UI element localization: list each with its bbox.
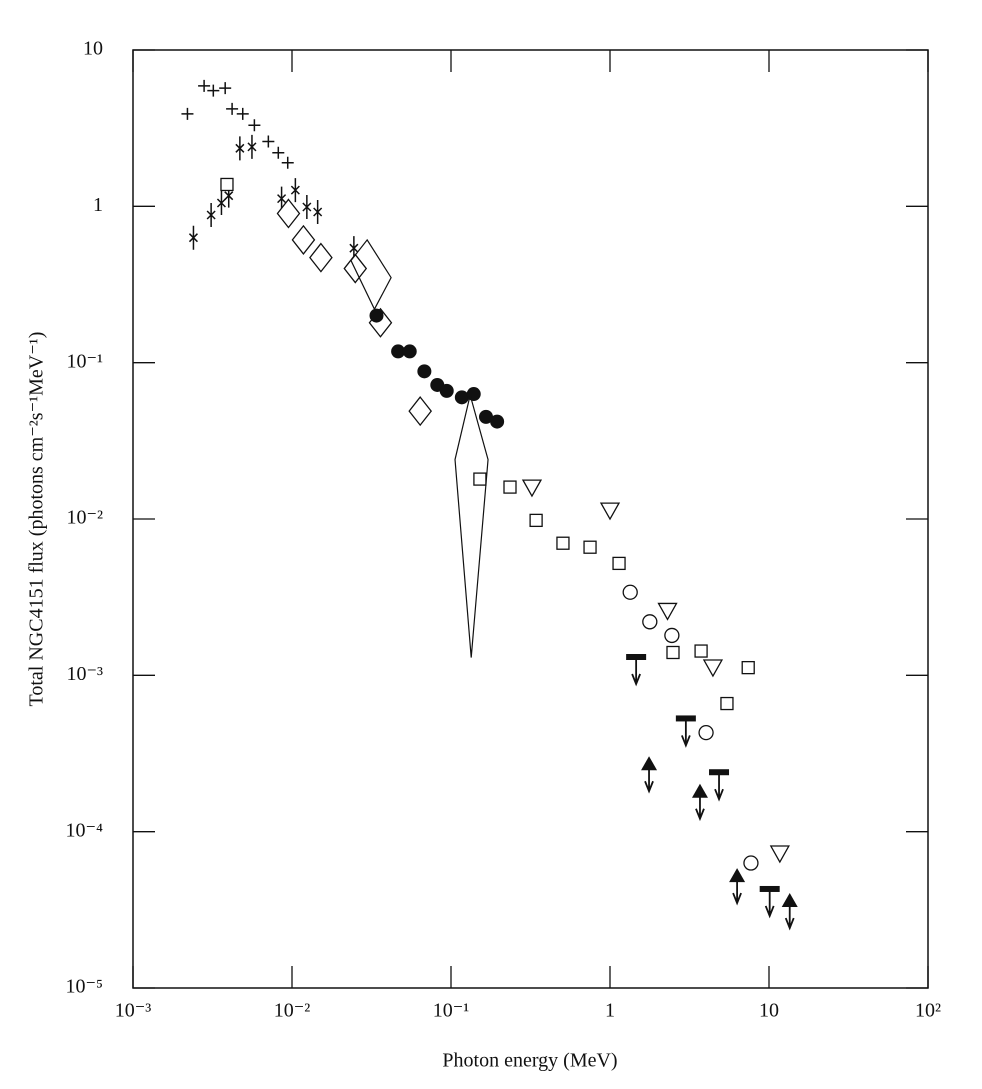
data-point — [698, 724, 714, 741]
data-point — [720, 696, 734, 711]
data-point — [478, 409, 493, 424]
x-tick-label: 10⁻¹ — [433, 1000, 470, 1022]
data-point — [219, 82, 232, 95]
data-point — [691, 783, 708, 798]
data-point — [281, 156, 294, 169]
y-tick-label: 1 — [93, 194, 103, 216]
y-tick-label: 10⁻² — [66, 507, 103, 529]
data-point — [216, 191, 226, 216]
data-point — [247, 134, 257, 159]
data-point — [709, 769, 730, 776]
data-point — [188, 225, 198, 250]
data-point — [417, 364, 432, 379]
data-point — [729, 868, 746, 883]
upper-limit-arrow — [764, 888, 775, 919]
data-point — [277, 186, 287, 211]
x-tick-label: 10⁻³ — [115, 1000, 152, 1022]
data-point — [290, 178, 300, 203]
data-point — [694, 644, 708, 658]
data-point — [556, 536, 570, 550]
data-point — [743, 855, 759, 871]
y-tick-label: 10⁻⁴ — [65, 819, 103, 841]
data-point — [369, 308, 384, 323]
data-point — [181, 107, 194, 120]
data-point — [741, 660, 755, 675]
outline-region — [350, 238, 392, 311]
data-point — [309, 242, 333, 273]
data-point — [473, 472, 487, 486]
data-point — [503, 480, 517, 494]
data-point — [666, 645, 680, 660]
data-point — [769, 845, 790, 864]
y-tick-label: 10⁻³ — [66, 663, 103, 685]
y-tick-label: 10 — [83, 38, 103, 60]
data-point — [626, 653, 647, 660]
upper-limit-arrow — [714, 772, 724, 802]
data-point — [612, 556, 626, 571]
data-point — [236, 107, 249, 120]
data-point — [657, 602, 678, 621]
x-tick-label: 10⁻² — [274, 1000, 311, 1022]
data-point — [207, 84, 220, 97]
data-point — [226, 102, 239, 115]
upper-limit-arrow — [631, 657, 641, 687]
data-point — [490, 414, 505, 429]
x-tick-label: 10² — [915, 1000, 941, 1022]
data-point — [664, 627, 680, 644]
data-point — [454, 390, 469, 405]
data-point — [599, 502, 621, 521]
data-point — [198, 79, 211, 92]
x-tick-label: 1 — [605, 1000, 615, 1022]
x-tick-label: 10 — [759, 1000, 779, 1022]
data-point — [408, 396, 433, 427]
data-point — [206, 203, 216, 228]
data-point — [642, 614, 658, 630]
data-point — [781, 893, 798, 908]
data-point — [276, 198, 301, 229]
outline-region — [454, 394, 489, 658]
data-point — [521, 479, 543, 498]
data-point — [641, 756, 658, 771]
data-point — [248, 119, 261, 132]
data-point — [272, 146, 285, 159]
x-axis-label: Photon energy (MeV) — [442, 1050, 617, 1072]
data-point — [220, 177, 234, 192]
data-point — [313, 199, 323, 224]
y-axis-label: Total NGC4151 flux (photons cm⁻²s⁻¹MeV⁻¹… — [26, 332, 48, 707]
data-point — [291, 224, 316, 255]
data-point — [262, 135, 275, 148]
data-point — [439, 383, 454, 398]
y-tick-label: 10⁻⁵ — [65, 976, 103, 998]
upper-limit-arrow — [681, 718, 691, 748]
data-point — [235, 136, 245, 161]
data-point — [675, 715, 696, 722]
data-point — [402, 344, 417, 359]
data-point — [583, 540, 597, 554]
data-point — [529, 513, 543, 528]
data-point — [759, 885, 780, 892]
y-tick-label: 10⁻¹ — [66, 350, 103, 372]
data-point — [702, 659, 724, 678]
data-point — [302, 195, 312, 220]
data-point — [391, 344, 406, 359]
data-point — [622, 584, 638, 600]
